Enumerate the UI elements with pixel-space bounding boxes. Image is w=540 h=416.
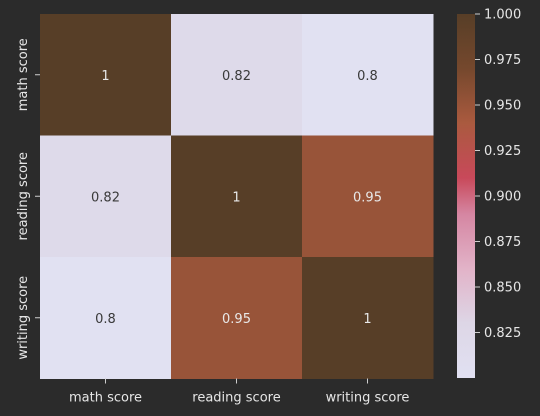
colorbar-tick-label: 0.850: [484, 281, 521, 296]
colorbar-tick-label: 1.000: [484, 8, 521, 23]
colorbar-tick-label: 0.825: [484, 326, 521, 341]
y-tick-label: math score: [16, 38, 31, 111]
colorbar-tick-label: 0.950: [484, 99, 521, 114]
x-axis: math score reading score writing score: [69, 379, 409, 406]
heatmap-cell-label: 0.95: [222, 312, 251, 327]
heatmap-cell-label: 1: [101, 69, 109, 84]
colorbar-tick-label: 0.925: [484, 144, 521, 159]
y-tick-label: reading score: [16, 152, 31, 240]
colorbar-tick-label: 0.900: [484, 190, 521, 205]
colorbar: 0.825 0.850 0.875 0.900 0.925 0.950 0.975 1.000: [457, 8, 521, 379]
heatmap-cell-label: 0.82: [91, 190, 120, 205]
x-tick-label: math score: [69, 391, 142, 406]
x-tick-label: writing score: [326, 391, 410, 406]
heatmap-cell-label: 1: [232, 190, 240, 205]
heatmap-cell-label: 0.8: [357, 69, 378, 84]
y-tick-label: writing score: [16, 276, 31, 360]
colorbar-tick-label: 0.875: [484, 235, 521, 250]
heatmap-cell-label: 1: [363, 312, 371, 327]
x-tick-label: reading score: [192, 391, 280, 406]
heatmap-cell-label: 0.82: [222, 69, 251, 84]
heatmap-cell-label: 0.8: [95, 312, 116, 327]
colorbar-tick-label: 0.975: [484, 53, 521, 68]
colorbar-gradient: [457, 14, 475, 378]
heatmap-cell-label: 0.95: [353, 190, 382, 205]
y-axis: math score reading score writing score: [16, 38, 40, 359]
